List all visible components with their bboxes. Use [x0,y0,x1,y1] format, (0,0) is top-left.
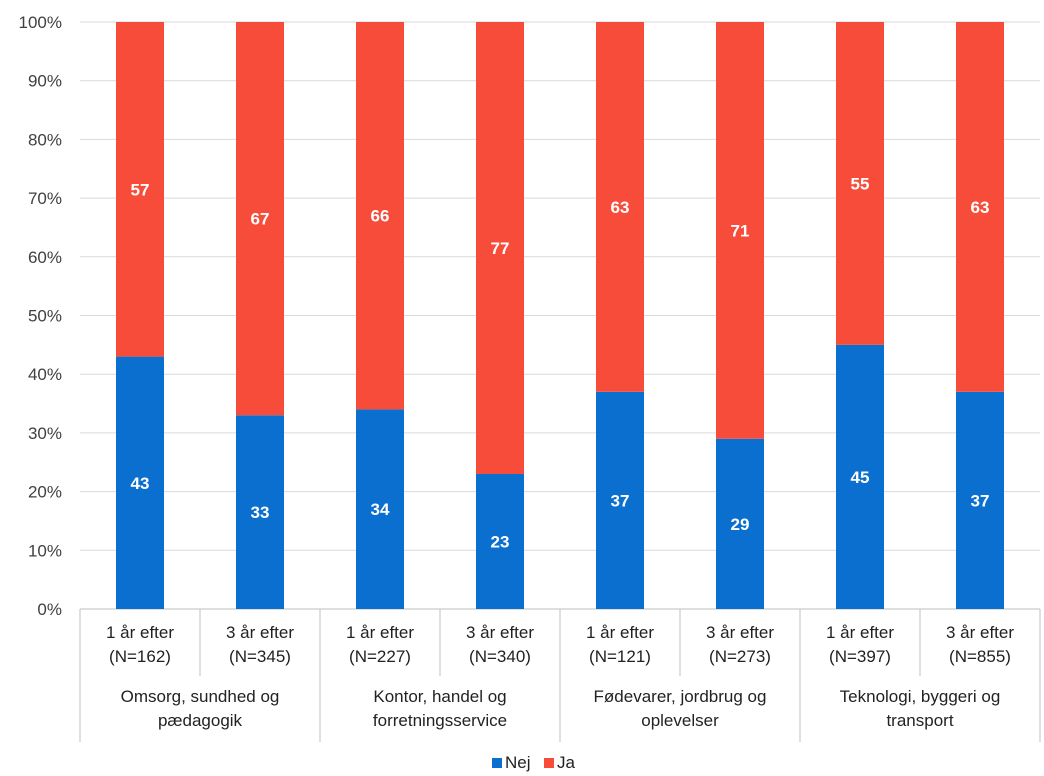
group-label: Teknologi, byggeri og [840,687,1001,706]
data-label-nej-4: 23 [491,532,510,551]
data-label-ja-4: 77 [491,239,510,258]
bar-nej-7 [836,344,884,609]
data-label-nej-6: 29 [731,515,750,534]
group-label: pædagogik [158,711,243,730]
y-tick-label: 100% [19,13,62,32]
group-label: forretningsservice [373,711,507,730]
y-tick-label: 60% [28,248,62,267]
category-label: 3 år efter [946,623,1014,642]
bar-ja-3 [356,22,404,410]
bar-ja-5 [596,22,644,392]
bar-nej-5 [596,391,644,609]
group-label: Omsorg, sundhed og [121,687,280,706]
bars [116,22,1004,609]
category-label: 3 år efter [706,623,774,642]
category-label: (N=227) [349,647,411,666]
data-label-ja-7: 55 [851,174,870,193]
category-label: 1 år efter [106,623,174,642]
bar-ja-8 [956,22,1004,392]
data-label-ja-5: 63 [611,198,630,217]
category-label: 3 år efter [466,623,534,642]
legend: Nej Ja [492,753,576,772]
y-tick-label: 40% [28,365,62,384]
data-label-ja-1: 57 [131,180,150,199]
bar-ja-1 [116,22,164,357]
bar-nej-4 [476,473,524,609]
category-label: 3 år efter [226,623,294,642]
bar-ja-7 [836,22,884,345]
y-tick-label: 10% [28,541,62,560]
legend-label-ja: Ja [557,753,576,772]
bar-nej-3 [356,409,404,609]
category-label: (N=273) [709,647,771,666]
bar-nej-1 [116,356,164,609]
data-label-nej-3: 34 [371,500,390,519]
data-label-ja-8: 63 [971,198,990,217]
legend-label-nej: Nej [505,753,531,772]
data-label-ja-3: 66 [371,207,390,226]
y-tick-label: 80% [28,130,62,149]
group-label: transport [886,711,953,730]
category-label: 1 år efter [346,623,414,642]
y-tick-label: 70% [28,189,62,208]
data-label-nej-8: 37 [971,491,990,510]
y-tick-label: 20% [28,483,62,502]
y-tick-label: 0% [37,600,62,619]
category-label: 1 år efter [826,623,894,642]
data-label-ja-2: 67 [251,210,270,229]
group-label: Kontor, handel og [373,687,506,706]
y-tick-label: 90% [28,72,62,91]
bar-nej-2 [236,415,284,609]
bar-ja-6 [716,22,764,439]
y-tick-label: 30% [28,424,62,443]
data-label-nej-7: 45 [851,468,870,487]
category-label: (N=345) [229,647,291,666]
group-label: Fødevarer, jordbrug og [594,687,767,706]
data-label-nej-1: 43 [131,474,150,493]
y-axis-tick-labels: 0% 10% 20% 30% 40% 50% 60% 70% 80% 90% 100% [19,13,62,619]
data-label-nej-2: 33 [251,503,270,522]
gridlines [80,21,1040,610]
category-label: (N=855) [949,647,1011,666]
y-tick-label: 50% [28,307,62,326]
bar-nej-8 [956,391,1004,609]
bar-ja-2 [236,22,284,416]
data-label-ja-6: 71 [731,221,750,240]
bar-nej-6 [716,438,764,609]
data-label-nej-5: 37 [611,491,630,510]
x-axis: 1 år efter (N=162) 3 år efter (N=345) 1 år e… [79,609,1041,742]
legend-swatch-nej [492,758,502,768]
category-label: (N=340) [469,647,531,666]
category-label: (N=121) [589,647,651,666]
bar-ja-4 [476,22,524,474]
data-labels: 43 57 33 67 34 66 23 77 37 63 29 71 45 55 37 63 [131,174,990,551]
category-label: 1 år efter [586,623,654,642]
category-label: (N=162) [109,647,171,666]
group-label: oplevelser [641,711,719,730]
legend-swatch-ja [544,758,554,768]
category-label: (N=397) [829,647,891,666]
